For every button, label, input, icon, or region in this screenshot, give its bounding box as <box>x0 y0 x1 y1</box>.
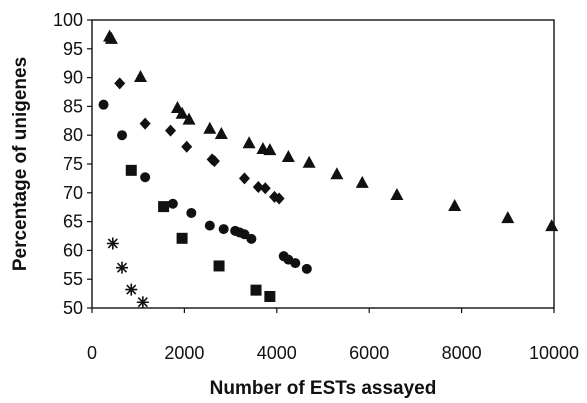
data-point-triangle <box>203 121 217 134</box>
data-point-triangle <box>242 136 256 149</box>
data-point-circle <box>186 207 197 218</box>
data-point-circle <box>301 263 312 274</box>
series-diamond <box>114 77 285 205</box>
series-triangle <box>103 29 559 232</box>
data-point-triangle <box>545 219 559 232</box>
data-point-star <box>116 261 129 274</box>
data-point-triangle <box>448 198 462 211</box>
y-tick-label: 55 <box>63 269 83 289</box>
data-point-diamond <box>114 77 126 90</box>
data-point-triangle <box>390 188 404 201</box>
data-point-square <box>250 284 262 296</box>
series-star <box>106 237 149 309</box>
data-point-diamond <box>252 181 264 194</box>
y-tick-label: 50 <box>63 298 83 318</box>
data-point-circle <box>98 99 109 110</box>
data-point-diamond <box>259 182 271 195</box>
data-point-triangle <box>355 175 369 188</box>
data-point-triangle <box>104 31 118 44</box>
data-point-circle <box>290 258 301 269</box>
data-point-star <box>125 283 138 296</box>
data-point-circle <box>246 233 257 244</box>
data-point-diamond <box>238 172 250 185</box>
data-point-diamond <box>208 155 220 168</box>
data-point-square <box>158 201 170 213</box>
data-point-star <box>136 296 149 309</box>
data-point-circle <box>204 220 215 231</box>
y-tick-label: 95 <box>63 39 83 59</box>
x-tick-label: 8000 <box>442 343 482 363</box>
data-point-diamond <box>139 117 151 130</box>
data-point-triangle <box>302 155 316 168</box>
data-point-triangle <box>281 150 295 163</box>
x-tick-label: 0 <box>87 343 97 363</box>
data-point-triangle <box>134 69 148 82</box>
y-tick-label: 60 <box>63 240 83 260</box>
data-point-square <box>125 164 137 176</box>
data-point-square <box>176 232 188 244</box>
data-point-triangle <box>182 112 196 125</box>
data-points <box>98 29 559 309</box>
y-tick-label: 85 <box>63 96 83 116</box>
data-point-diamond <box>273 192 285 205</box>
x-tick-label: 10000 <box>529 343 579 363</box>
data-point-star <box>106 237 119 250</box>
data-point-triangle <box>175 106 189 119</box>
x-tick-label: 2000 <box>164 343 204 363</box>
y-tick-label: 80 <box>63 125 83 145</box>
data-point-diamond <box>181 140 193 153</box>
series-circle <box>98 99 312 274</box>
y-tick-label: 70 <box>63 183 83 203</box>
x-axis-title: Number of ESTs assayed <box>210 378 437 399</box>
data-point-triangle <box>330 167 344 180</box>
data-point-diamond <box>165 124 177 137</box>
data-point-square <box>264 290 276 302</box>
data-point-triangle <box>263 143 277 156</box>
y-tick-label: 75 <box>63 154 83 174</box>
x-axis-ticks: 0 2000 4000 6000 8000 10000 <box>87 308 579 363</box>
series-square <box>125 164 276 302</box>
y-axis-ticks: 50 55 60 65 70 75 80 85 90 95 100 <box>53 10 92 318</box>
y-axis-title: Percentage of unigenes <box>10 57 31 271</box>
y-tick-label: 65 <box>63 212 83 232</box>
data-point-triangle <box>501 211 515 224</box>
y-tick-label: 90 <box>63 68 83 88</box>
data-point-square <box>213 260 225 272</box>
x-tick-label: 4000 <box>257 343 297 363</box>
data-point-circle <box>167 198 178 209</box>
data-point-triangle <box>214 126 228 139</box>
data-point-circle <box>117 130 128 141</box>
x-tick-label: 6000 <box>349 343 389 363</box>
data-point-circle <box>218 224 229 235</box>
y-tick-label: 100 <box>53 10 83 30</box>
data-point-circle <box>140 172 151 183</box>
